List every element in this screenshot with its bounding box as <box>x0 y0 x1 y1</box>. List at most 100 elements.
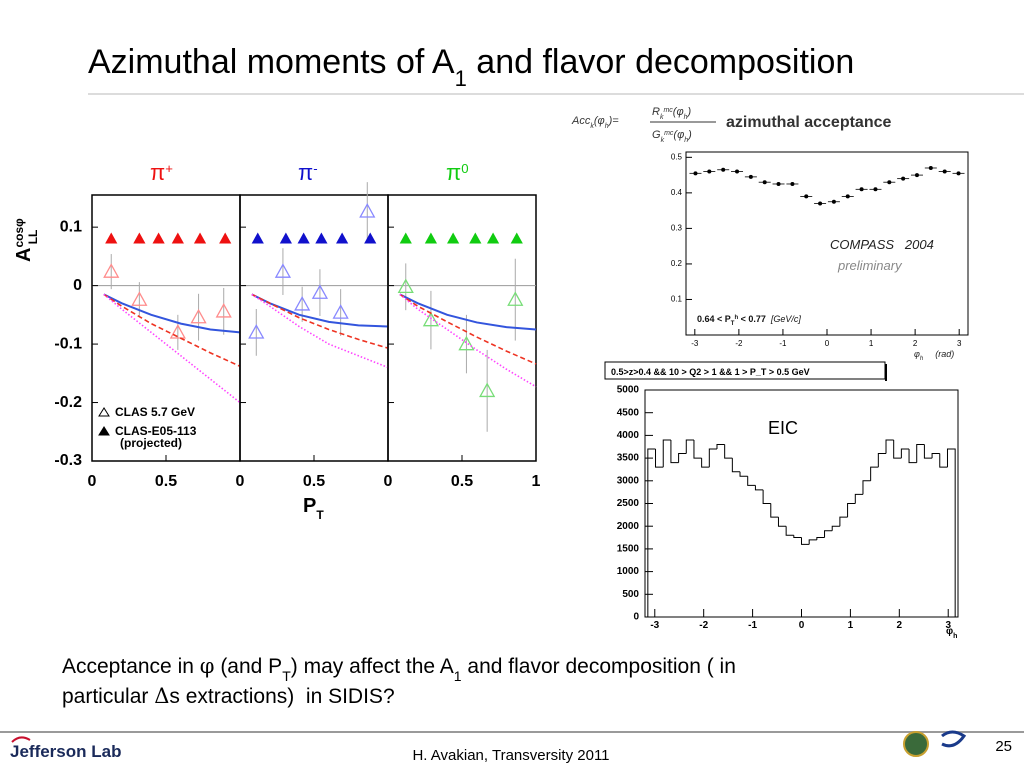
body-run: s extractions) in SIDIS? <box>169 685 394 708</box>
logo-seal <box>903 731 929 757</box>
label-base: π <box>298 160 313 185</box>
data-point <box>859 187 864 192</box>
model-curve <box>103 293 241 368</box>
data-point <box>219 232 232 244</box>
footer-credit: H. Avakian, Transversity 2011 <box>412 747 609 764</box>
hist-bin <box>831 525 840 531</box>
body-run: φ <box>200 654 215 678</box>
x-tick-label: -2 <box>699 620 708 631</box>
y-tick-label: 2500 <box>617 498 640 509</box>
x-tick-label: 0 <box>384 473 393 490</box>
data-point <box>776 181 781 186</box>
x-tick-label: -1 <box>779 339 787 348</box>
hist-bin <box>770 503 779 518</box>
body-run: T <box>282 668 291 684</box>
model-curve <box>399 293 537 331</box>
data-point <box>790 181 795 186</box>
formula-part: (φ <box>594 115 605 127</box>
data-point <box>928 165 933 170</box>
data-point <box>190 308 207 324</box>
data-point <box>193 232 207 244</box>
data-point <box>105 232 118 244</box>
hist-header: 0.5>z>0.4 && 10 > Q2 > 1 && 1 > P_T > 0.… <box>611 367 810 377</box>
data-point <box>399 232 412 244</box>
body-run: particular <box>62 685 154 708</box>
formula-part: G <box>652 129 661 141</box>
data-point <box>248 324 265 339</box>
data-point <box>169 324 186 339</box>
axis-label: AcosφLL <box>12 218 40 262</box>
hist-bin <box>655 449 664 468</box>
chart: 0.1 0.2 0.3 0.4 0.5 -3 -2 -1 0 1 2 3 <box>671 151 969 348</box>
hist-bin <box>731 458 741 473</box>
data-point <box>171 232 184 244</box>
formula-num: Rkmc(φh) <box>652 106 692 121</box>
hist-bin <box>824 530 833 538</box>
data-point <box>152 232 165 244</box>
hist-bin <box>678 453 687 463</box>
model-curve <box>399 293 537 365</box>
data-point <box>397 278 414 294</box>
x-tick-label: 0.5 <box>155 473 177 490</box>
x-tick-label: -3 <box>691 339 699 348</box>
x-tick-label: 2 <box>897 620 903 631</box>
formula-part: )= <box>607 115 620 127</box>
legend-label: CLAS 5.7 GeV <box>115 405 195 419</box>
chart: 0 500 1000 1500 2000 2500 3000 3500 4000 4500 5000… <box>617 385 959 631</box>
y-tick-label: -0.1 <box>54 335 82 352</box>
y-tick-label: 0.5 <box>671 152 683 161</box>
y-tick-label: 1500 <box>617 544 640 555</box>
data-point <box>332 304 349 319</box>
x-tick-label: 1 <box>532 473 541 490</box>
hist-bin <box>854 493 863 504</box>
formula-part: mc <box>663 107 673 114</box>
hist-bin <box>662 439 671 468</box>
x-tick-label: 2 <box>913 339 918 348</box>
slide-title: Azimuthal moments of A1 and flavor decom… <box>88 43 854 91</box>
data-point <box>707 169 712 174</box>
data-point <box>274 263 292 278</box>
data-point <box>914 173 919 178</box>
hist-bin <box>724 444 733 459</box>
annotation: preliminary <box>837 258 903 273</box>
data-point <box>469 232 482 244</box>
body-line: Acceptance in φ (and PT) may affect the … <box>62 654 736 684</box>
hist-bin <box>839 516 848 527</box>
x-tick-label: 1 <box>848 620 854 631</box>
data-point <box>131 291 148 306</box>
data-point <box>336 232 349 244</box>
data-point <box>422 311 440 327</box>
xlabel-part: (rad) <box>935 349 954 359</box>
title-sub: 1 <box>455 66 467 91</box>
formula-part: mc <box>664 130 674 137</box>
y-tick-label: 0.1 <box>671 295 683 304</box>
axis-label: π+ <box>150 160 173 185</box>
hist-bin <box>785 526 794 536</box>
y-tick-label: 1000 <box>617 566 640 577</box>
body-run: Δ <box>154 684 169 708</box>
data-point <box>748 174 753 179</box>
data-point <box>735 169 740 174</box>
y-tick-label: 500 <box>622 589 639 600</box>
y-tick-label: -0.3 <box>54 452 82 469</box>
data-point <box>294 295 311 311</box>
data-point <box>762 180 767 185</box>
hist-bin <box>647 448 656 617</box>
hist-bin <box>885 439 894 454</box>
hist-bin <box>747 476 756 486</box>
label-sub: T <box>316 508 324 522</box>
data-point <box>831 199 836 204</box>
data-point <box>133 232 146 244</box>
x-tick-label: -2 <box>735 339 743 348</box>
y-tick-label: 3000 <box>617 475 640 486</box>
label-sup: - <box>313 161 317 176</box>
hist-bin <box>670 439 679 464</box>
x-tick-label: -3 <box>650 620 659 631</box>
data-point <box>251 232 264 244</box>
legend-symbol <box>98 407 110 417</box>
label-base: P <box>303 495 316 517</box>
data-point <box>845 194 850 199</box>
data-point <box>103 263 120 278</box>
